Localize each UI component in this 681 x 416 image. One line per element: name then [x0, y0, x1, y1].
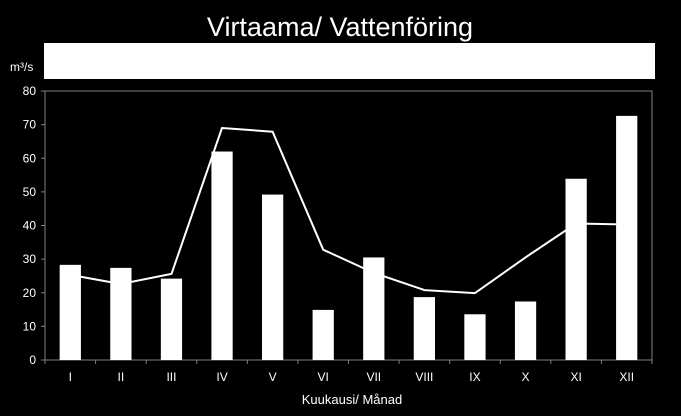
- x-tick-label: IX: [469, 370, 480, 384]
- legend-box: [44, 43, 655, 79]
- x-tick-label: XI: [570, 370, 581, 384]
- bar: [363, 257, 385, 360]
- bar: [262, 194, 284, 360]
- y-tick-label: 20: [23, 286, 37, 300]
- x-tick-label: X: [522, 370, 530, 384]
- bar: [464, 314, 486, 360]
- x-tick-label: I: [69, 370, 72, 384]
- y-tick-label: 10: [23, 319, 37, 333]
- bar: [565, 178, 587, 360]
- bar: [211, 151, 233, 360]
- y-tick-label: 70: [23, 118, 37, 132]
- x-tick-label: IV: [216, 370, 227, 384]
- bar: [514, 301, 537, 360]
- bar: [110, 267, 132, 360]
- y-tick-label: 30: [23, 252, 37, 266]
- series-line: [70, 127, 627, 295]
- x-tick-label: V: [269, 370, 277, 384]
- y-tick-label: 0: [29, 353, 36, 367]
- x-tick-label: II: [118, 370, 125, 384]
- bar: [312, 309, 334, 360]
- x-tick-label: VII: [366, 370, 381, 384]
- y-tick-label: 60: [23, 151, 37, 165]
- chart-title: Virtaama/ Vattenföring: [207, 12, 473, 42]
- bar: [59, 264, 81, 360]
- bar: [160, 278, 183, 360]
- plot-frame: [44, 90, 653, 361]
- x-axis-title: Kuukausi/ Månad: [302, 392, 402, 407]
- x-tick-label: XII: [619, 370, 634, 384]
- x-tick-label: VI: [318, 370, 329, 384]
- bar: [616, 115, 638, 360]
- bar: [413, 297, 435, 360]
- y-unit-label: m³/s: [10, 60, 33, 74]
- y-tick-label: 40: [23, 219, 37, 233]
- x-tick-label: III: [166, 370, 176, 384]
- y-tick-label: 80: [23, 84, 37, 98]
- x-tick-label: VIII: [415, 370, 433, 384]
- y-tick-label: 50: [23, 185, 37, 199]
